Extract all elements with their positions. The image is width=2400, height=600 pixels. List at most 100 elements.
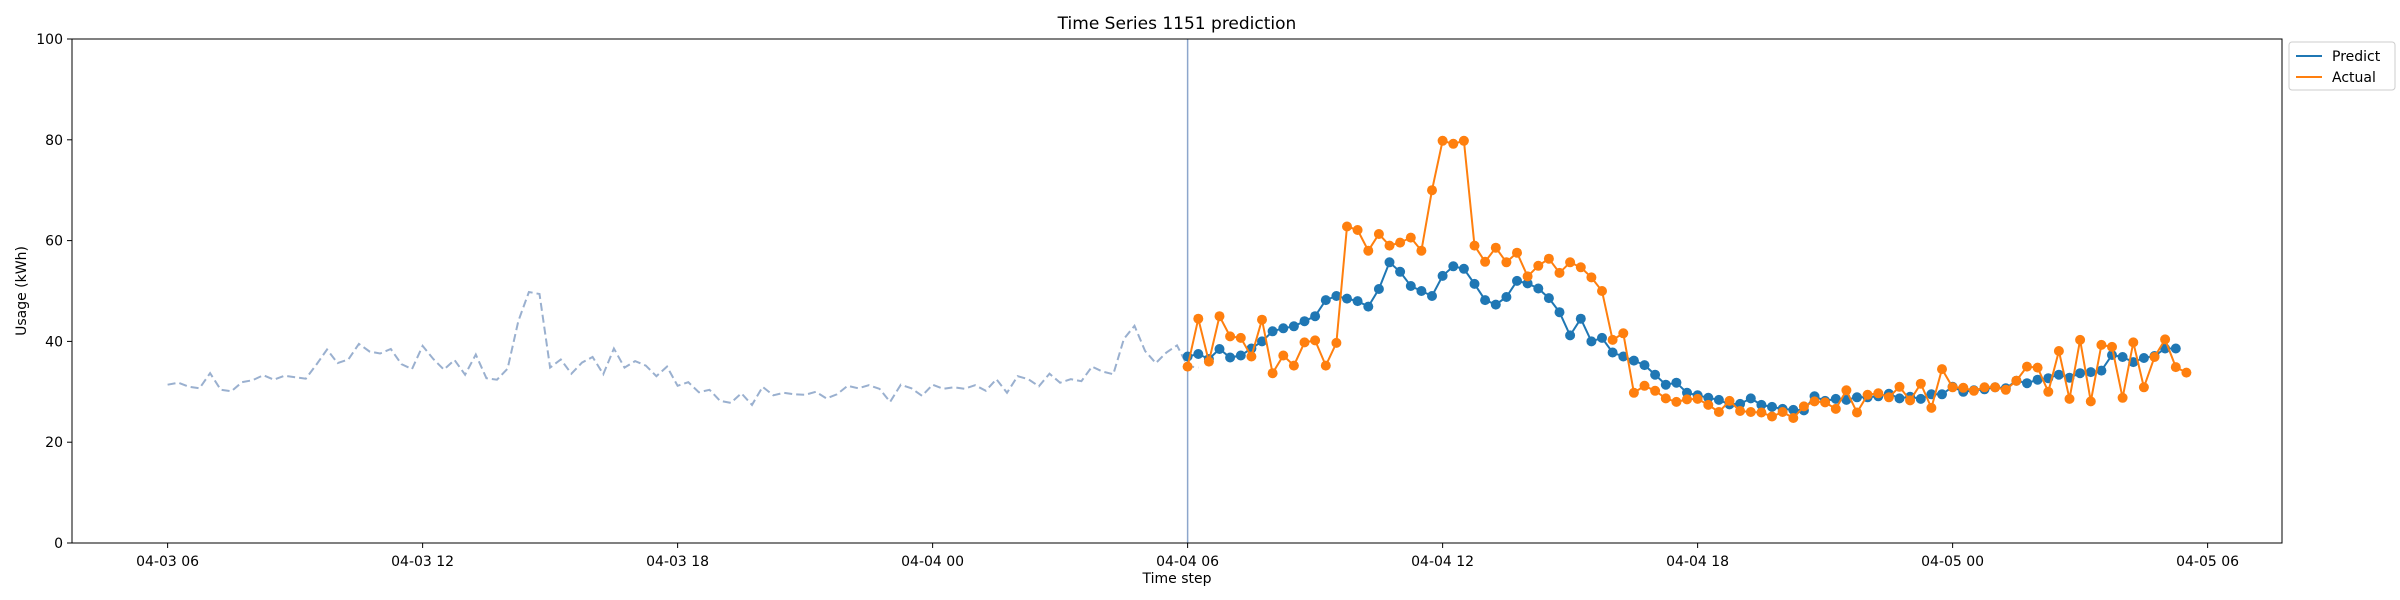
actual-point — [2117, 392, 2128, 403]
actual-point — [2000, 384, 2011, 395]
predict-point — [1788, 404, 1799, 415]
actual-point — [1565, 257, 1576, 268]
predict-point — [1257, 336, 1267, 347]
actual-point — [1448, 138, 1459, 149]
actual-point — [1618, 328, 1629, 339]
predict-point — [2022, 378, 2032, 389]
predict-point — [1660, 379, 1671, 390]
actual-point — [1767, 411, 1777, 422]
predict-point — [1331, 291, 1342, 301]
actual-point — [2064, 393, 2075, 404]
predict-point — [1437, 270, 1448, 281]
predict-point — [1352, 296, 1363, 307]
predict-point — [1533, 283, 1544, 294]
actual-point — [1214, 311, 1225, 322]
predict-point — [2075, 368, 2086, 379]
actual-point — [1905, 395, 1916, 406]
actual-point — [1352, 225, 1363, 235]
actual-point — [2138, 382, 2149, 393]
actual-point — [2160, 334, 2171, 345]
actual-point — [1597, 286, 1607, 296]
predict-point — [1278, 323, 1289, 334]
legend-predict-label: Predict — [2332, 49, 2381, 65]
actual-point — [1650, 385, 1661, 396]
actual-point — [1607, 334, 1618, 345]
y-tick-label: 60 — [45, 234, 63, 250]
actual-point — [1820, 397, 1831, 408]
predict-point — [1267, 326, 1278, 337]
x-tick-label: 04-04 06 — [1156, 554, 1219, 570]
actual-point — [1501, 257, 1512, 268]
predict-point — [1713, 394, 1724, 405]
actual-point — [1342, 221, 1352, 232]
x-tick-label: 04-04 12 — [1411, 554, 1474, 570]
predict-point — [1756, 399, 1767, 410]
predict-point — [1342, 293, 1352, 304]
predict-point — [1395, 266, 1406, 277]
actual-point — [1990, 382, 2001, 393]
actual-point — [1979, 382, 1990, 393]
predict-point — [1225, 352, 1236, 363]
actual-point — [1405, 232, 1416, 243]
actual-point — [2107, 341, 2117, 352]
predict-point — [1310, 311, 1321, 322]
actual-point — [2085, 396, 2096, 407]
actual-point — [1692, 393, 1703, 404]
predict-point — [1830, 393, 1841, 404]
actual-point — [1395, 237, 1406, 248]
predict-point — [1448, 261, 1459, 272]
plot-area: 0 20 40 60 80 100 04-03 06 04-03 12 04-03 18 04-0… — [36, 32, 2239, 570]
x-tick-label: 04-03 18 — [646, 554, 709, 570]
actual-point — [1458, 135, 1469, 146]
predict-point — [2117, 352, 2128, 362]
x-tick-label: 04-03 06 — [136, 554, 199, 570]
predict-point — [1554, 307, 1565, 318]
y-tick-label: 40 — [45, 334, 63, 350]
actual-point — [2096, 339, 2107, 350]
predict-point — [1735, 398, 1746, 409]
actual-point — [1788, 413, 1799, 423]
predict-point — [1384, 257, 1395, 268]
actual-point — [1639, 380, 1650, 391]
predict-point — [1639, 360, 1650, 371]
predict-point — [1915, 393, 1926, 404]
chart-title: Time Series 1151 prediction — [1057, 14, 1297, 34]
actual-point — [1246, 351, 1257, 362]
actual-point — [1278, 350, 1289, 361]
actual-point — [1384, 240, 1395, 251]
actual-point — [2128, 337, 2139, 348]
actual-point — [1437, 135, 1448, 146]
actual-point — [1756, 407, 1767, 418]
y-tick-label: 80 — [45, 133, 63, 149]
x-tick-label: 04-05 00 — [1921, 554, 1984, 570]
predict-point — [1235, 350, 1246, 361]
actual-point — [2075, 334, 2086, 345]
predict-point — [1607, 347, 1618, 358]
actual-point — [1830, 403, 1841, 414]
predict-point — [2085, 367, 2096, 378]
predict-point — [1416, 286, 1427, 296]
actual-point — [1554, 267, 1565, 278]
legend: Predict Actual — [2288, 41, 2396, 91]
actual-point — [1937, 364, 1947, 375]
predict-point — [1597, 332, 1607, 343]
actual-point — [1745, 407, 1756, 417]
actual-point — [2043, 386, 2054, 397]
predict-point — [1373, 284, 1384, 294]
actual-point — [1809, 396, 1820, 407]
predict-point — [1852, 392, 1862, 403]
predict-point — [1894, 393, 1905, 404]
actual-point — [2170, 362, 2181, 373]
predict-point — [1214, 344, 1225, 354]
predict-point — [1745, 393, 1756, 404]
y-axis-label: Usage (kWh) — [14, 246, 30, 336]
predict-point — [1767, 401, 1777, 412]
actual-point — [1203, 356, 1214, 367]
predict-point — [1703, 392, 1714, 403]
actual-point — [1926, 402, 1937, 413]
actual-point — [1182, 361, 1193, 372]
predict-point — [1650, 369, 1661, 380]
actual-point — [1575, 262, 1586, 273]
predict-point — [1490, 299, 1501, 310]
actual-point — [1724, 395, 1735, 406]
